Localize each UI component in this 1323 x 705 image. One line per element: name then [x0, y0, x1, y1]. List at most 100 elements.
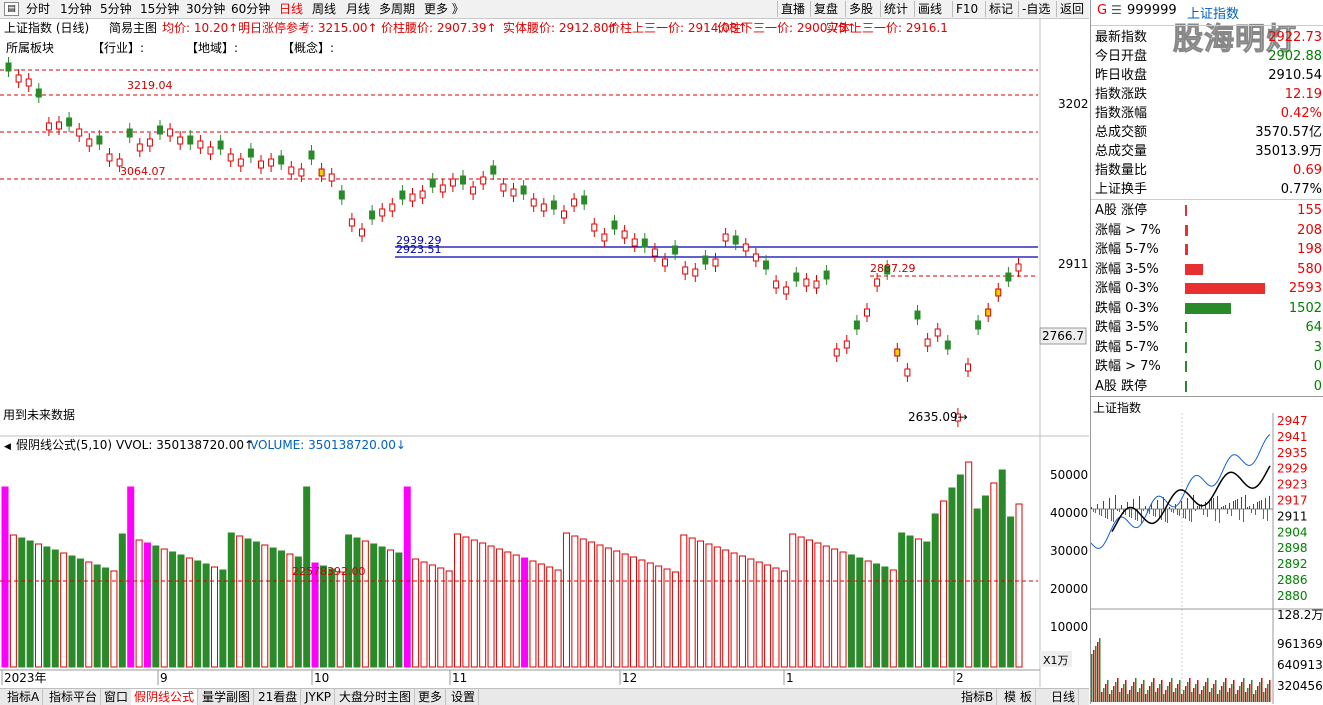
mini-breadth-bar — [1185, 509, 1186, 519]
indicator-tab-7[interactable]: 大盘分时主图 — [336, 689, 416, 705]
stat-value: 3570.57亿 — [1255, 125, 1322, 140]
period-7[interactable]: 周线 — [312, 2, 337, 16]
indicator-tab-3[interactable]: 假阴线公式 — [131, 689, 199, 705]
mini-breadth-bar — [1125, 509, 1126, 515]
mini-volume-bar — [1255, 690, 1257, 702]
stat-label: 总成交额 — [1095, 125, 1148, 140]
side-period-label[interactable]: 日线 — [1048, 689, 1080, 705]
volume-bar — [638, 559, 646, 668]
indicator-tab-2[interactable]: 窗口 — [101, 689, 133, 705]
volume-bar — [495, 548, 503, 668]
period-2[interactable]: 5分钟 — [100, 2, 132, 16]
distribution-bar — [1185, 263, 1203, 275]
distribution-row: 涨幅 5-7% 198 — [1093, 240, 1322, 259]
period-10[interactable]: 更多 》 — [424, 2, 464, 16]
mini-breadth-bar — [1195, 509, 1196, 511]
volume-bar — [923, 541, 931, 668]
indicator-tab-1[interactable]: 指标平台 — [46, 689, 102, 705]
candle — [136, 143, 143, 152]
mini-volume-bar — [1229, 688, 1231, 702]
stat-value: 2922.73 — [1268, 30, 1322, 45]
mini-volume-bar — [1183, 690, 1185, 702]
candlestick-chart[interactable]: 上证指数 (日线) 简易主图 均价: 10.20↑ 明日涨停参考: 3215.00… — [0, 19, 1089, 455]
candle — [641, 238, 648, 248]
mini-volume-bar — [1237, 690, 1239, 702]
mini-breadth-bar — [1253, 504, 1254, 509]
period-1[interactable]: 1分钟 — [60, 2, 92, 16]
toolbar-1[interactable]: 复盘 — [814, 2, 839, 16]
period-8[interactable]: 月线 — [346, 2, 371, 16]
volume-bar — [956, 474, 964, 668]
toolbar-3[interactable]: 统计 — [884, 2, 909, 16]
mini-breadth-bar — [1155, 509, 1156, 517]
mini-volume-bar — [1221, 686, 1223, 702]
panel-icon[interactable]: ▤ — [4, 2, 19, 16]
volume-bar — [110, 570, 118, 668]
toolbar-7[interactable]: -自选 — [1022, 2, 1051, 16]
volume-bar — [68, 555, 76, 668]
mini-breadth-bar — [1191, 509, 1192, 522]
mini-breadth-bar — [1267, 509, 1268, 521]
menu-icon[interactable]: ☰ — [1111, 3, 1122, 17]
period-0[interactable]: 分时 — [26, 2, 51, 16]
indicator-tab-9[interactable]: 设置 — [448, 689, 480, 705]
right-tab-0[interactable]: 指标B — [958, 689, 998, 705]
candle — [278, 155, 285, 165]
period-5[interactable]: 60分钟 — [231, 2, 271, 16]
toolbar-8[interactable]: 返回 — [1060, 2, 1085, 16]
header-sub-1: 【行业】: — [92, 41, 144, 55]
mini-breadth-bar — [1213, 498, 1214, 509]
period-6[interactable]: 日线 — [279, 2, 304, 16]
mini-vol-tick-2: 640913 — [1277, 658, 1323, 672]
indicator-tab-0[interactable]: 指标A — [4, 689, 44, 705]
period-4[interactable]: 30分钟 — [186, 2, 226, 16]
low-label-2: 2635.09→ — [908, 410, 968, 424]
mini-breadth-bar — [1243, 509, 1244, 522]
mini-breadth-bar — [1115, 495, 1116, 509]
candle — [258, 160, 264, 169]
mini-volume-bar — [1215, 680, 1217, 702]
candle — [662, 258, 668, 267]
toolbar-6[interactable]: 标记 — [989, 2, 1014, 16]
vol-tick-2: 30000 — [1050, 544, 1088, 558]
toolbar-5[interactable]: F10 — [956, 2, 979, 16]
indicator-tab-8[interactable]: 更多 — [415, 689, 447, 705]
right-tab-1[interactable]: 模 板 — [1001, 689, 1036, 705]
mini-tick-5: 2917 — [1277, 494, 1308, 508]
mini-volume-bar — [1181, 694, 1183, 702]
volume-bar — [512, 554, 520, 668]
toolbar-4[interactable]: 画线 — [918, 2, 943, 16]
indicator-tab-6[interactable]: JYKP — [302, 689, 335, 705]
mini-breadth-bar — [1139, 496, 1140, 509]
mini-volume-bar — [1153, 678, 1155, 702]
volume-bar — [102, 567, 110, 668]
collapse-icon[interactable]: ◀ — [4, 442, 11, 452]
candle — [96, 135, 103, 145]
volume-bar — [244, 538, 252, 668]
candle — [308, 150, 315, 160]
candle — [682, 266, 689, 275]
mini-volume-bar — [1137, 692, 1139, 702]
volume-chart[interactable]: ◀ 假阴线公式(5,10) VVOL: 350138720.00↑ VOLUME… — [0, 437, 1089, 687]
mini-volume-bar — [1165, 690, 1167, 702]
distribution-row: 跌幅 5-7% 3 — [1093, 338, 1322, 357]
volume-value: VOLUME: 350138720.00↓ — [250, 438, 406, 452]
high-label: 3219.04 — [127, 79, 173, 92]
volume-bar — [562, 532, 570, 668]
period-3[interactable]: 15分钟 — [140, 2, 180, 16]
mini-breadth-bar — [1265, 498, 1266, 509]
indicator-tab-5[interactable]: 21看盘 — [255, 689, 302, 705]
distribution-row: 涨幅 0-3% 2593 — [1093, 279, 1322, 298]
candle — [591, 223, 598, 232]
candle — [359, 228, 365, 237]
volume-bar — [252, 541, 260, 668]
mini-volume-bar — [1169, 682, 1171, 702]
toolbar-2[interactable]: 多股 — [849, 2, 874, 16]
mini-volume-bar — [1227, 692, 1229, 702]
period-9[interactable]: 多周期 — [379, 2, 416, 16]
indicator-tab-4[interactable]: 量学副图 — [199, 689, 255, 705]
mini-breadth-bar — [1201, 504, 1202, 509]
mini-breadth-bar — [1131, 509, 1132, 518]
toolbar-0[interactable]: 直播 — [781, 2, 806, 16]
